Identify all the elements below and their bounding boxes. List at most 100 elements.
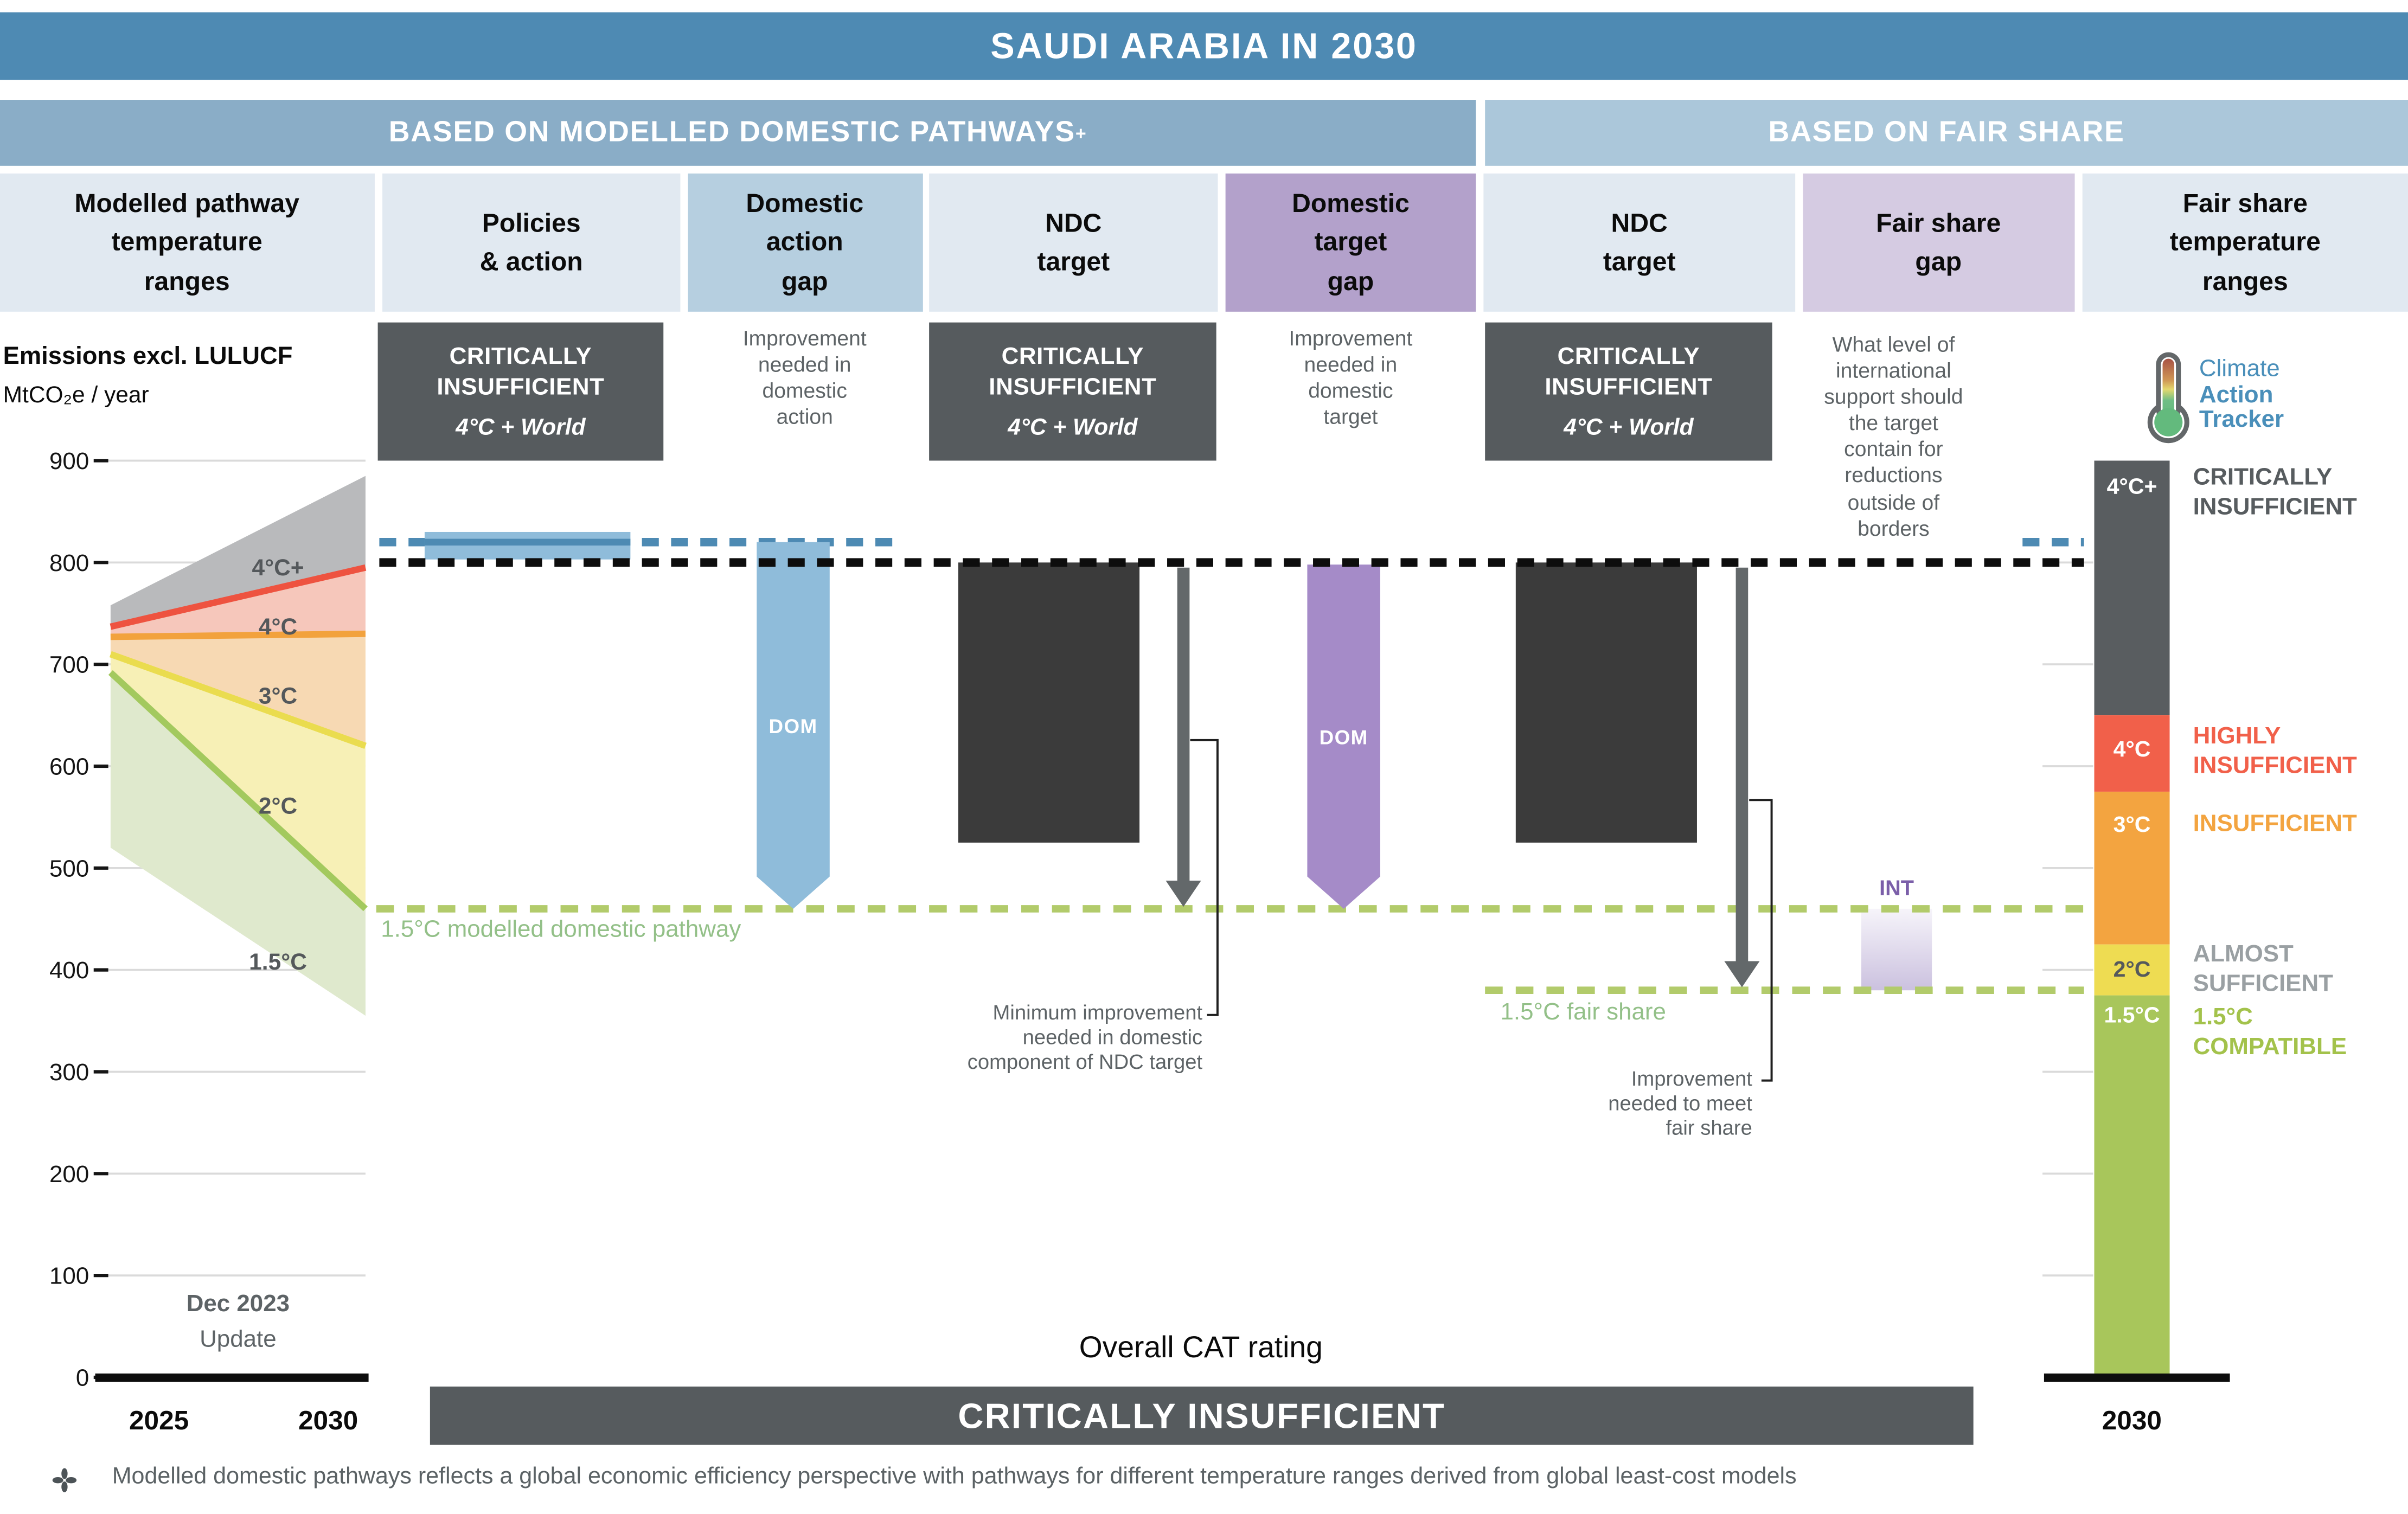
x-label-2025: 2025	[129, 1405, 189, 1435]
fan-label-4°C+: 4°C+	[252, 555, 304, 580]
scale-category-label: HIGHLY	[2193, 722, 2281, 749]
y-tick-label: 900	[49, 448, 89, 474]
y-tick-label: 300	[49, 1059, 89, 1086]
y-axis-units: MtCO₂e / year	[3, 382, 149, 409]
scale-segment-4°C+	[2094, 460, 2170, 716]
rating-world: 4°C + World	[456, 414, 586, 441]
y-axis-title: Emissions excl. LULUCF	[3, 344, 293, 370]
note-meet-fair-share: Improvement needed to meet fair share	[1608, 1067, 1752, 1140]
fan-line-c15	[108, 670, 368, 912]
scale-segment-4°C	[2094, 715, 2170, 792]
min-improvement-leader	[1190, 739, 1219, 1016]
scale-category-label: INSUFFICIENT	[2193, 810, 2357, 836]
int-support-box	[1861, 908, 1932, 991]
fan-band-3°C	[110, 633, 366, 746]
x-label-2030-bar: 2030	[2102, 1405, 2162, 1435]
scale-segment-label: 1.5°C	[2104, 1002, 2160, 1027]
x-axis-bar	[2044, 1373, 2230, 1382]
logo-word-climate: Climate	[2199, 356, 2280, 383]
rating-text: CRITICALLY INSUFFICIENT	[1545, 343, 1713, 401]
label-modelled-domestic-pathway: 1.5°C modelled domestic pathway	[381, 916, 741, 943]
domestic-target-gap-arrow-label: DOM	[1320, 727, 1368, 749]
col-fair-share-gap: Fair share gap	[1803, 173, 2074, 312]
scale-category-label: CRITICALLY	[2193, 464, 2333, 490]
section-modelled-domestic-pathways: BASED ON MODELLED DOMESTIC PATHWAYS +	[0, 100, 1476, 166]
rating-world: 4°C + World	[1008, 414, 1138, 441]
col-ndc-target-domestic: NDC target	[929, 173, 1218, 312]
logo-word-action: Action	[2199, 381, 2273, 408]
col-modelled-pathway-ranges: Modelled pathway temperature ranges	[0, 173, 374, 312]
note-fair-share-question: What level of international support shou…	[1824, 333, 1963, 540]
update-stamp: Dec 2023 Update	[131, 1287, 345, 1357]
scale-category-label: INSUFFICIENT	[2193, 493, 2357, 520]
section-fair-share: BASED ON FAIR SHARE	[1485, 100, 2408, 166]
policies-action-range	[424, 531, 631, 560]
update-word: Update	[200, 1326, 277, 1353]
ndc-improvement-arrow	[1165, 567, 1201, 907]
rating-badge-fair-share-ndc: CRITICALLY INSUFFICIENT 4°C + World	[1485, 322, 1772, 461]
footnote-text: Modelled domestic pathways reflects a gl…	[112, 1463, 1797, 1490]
rating-text: CRITICALLY INSUFFICIENT	[989, 343, 1157, 401]
col-domestic-target-gap: Domestic target gap	[1225, 173, 1476, 312]
scale-segment-1.5°C	[2094, 995, 2170, 1377]
fan-band-1.5°C	[110, 672, 366, 1016]
rating-badge-policies-action: CRITICALLY INSUFFICIENT 4°C + World	[377, 322, 664, 461]
overall-rating-badge: CRITICALLY INSUFFICIENT	[430, 1386, 1974, 1445]
y-tick-label: 200	[49, 1161, 89, 1188]
fan-band-4°C+	[110, 476, 366, 627]
scale-segment-label: 4°C+	[2107, 474, 2157, 499]
logo-word-tracker: Tracker	[2199, 407, 2284, 433]
fan-line-c3	[110, 630, 366, 640]
col-ndc-target-fair-share: NDC target	[1483, 173, 1796, 312]
scale-segment-label: 3°C	[2114, 812, 2151, 837]
y-tick-label: 500	[49, 855, 89, 882]
ndc-target-box	[958, 562, 1140, 843]
fan-label-3°C: 3°C	[259, 683, 297, 709]
policies-action-central	[424, 538, 631, 546]
domestic-target-gap-arrow	[1307, 564, 1380, 909]
note-min-improvement: Minimum improvement needed in domestic c…	[967, 1001, 1203, 1074]
scale-category-label: INSUFFICIENT	[2193, 752, 2357, 779]
fan-line-c2	[109, 651, 367, 749]
fan-label-1.5°C: 1.5°C	[249, 949, 307, 974]
scale-segment-3°C	[2094, 791, 2170, 945]
fan-line-c4	[110, 564, 367, 630]
y-tick-label: 0	[76, 1365, 89, 1391]
page-title: SAUDI ARABIA IN 2030	[0, 12, 2408, 80]
domestic-action-gap-arrow-label: DOM	[768, 715, 817, 737]
rating-badge-ndc-target: CRITICALLY INSUFFICIENT 4°C + World	[929, 322, 1216, 461]
fair-share-leader	[1749, 799, 1773, 1082]
col-fair-share-ranges: Fair share temperature ranges	[2082, 173, 2408, 312]
overall-rating-label: Overall CAT rating	[1079, 1331, 1323, 1365]
note-improvement-domestic-target: Improvement needed in domestic target	[1289, 327, 1413, 429]
footnote-cross-icon	[52, 1468, 77, 1492]
scale-category-label: COMPATIBLE	[2193, 1033, 2347, 1060]
col-policies-action: Policies & action	[382, 173, 681, 312]
scale-category-label: ALMOST	[2193, 940, 2294, 967]
y-tick-label: 400	[49, 957, 89, 984]
section-right-label: BASED ON FAIR SHARE	[1768, 116, 2125, 149]
label-fair-share-level: 1.5°C fair share	[1500, 999, 1666, 1026]
climate-action-tracker-logo: Climate Action Tracker	[2199, 356, 2284, 434]
rating-world: 4°C + World	[1564, 414, 1694, 441]
fan-band-2°C	[110, 654, 366, 909]
label-int-support: INT	[1879, 875, 1914, 900]
thermometer-icon	[2147, 352, 2189, 444]
fan-label-2°C: 2°C	[259, 793, 297, 818]
rating-text: CRITICALLY INSUFFICIENT	[437, 343, 605, 401]
x-label-2030: 2030	[298, 1405, 358, 1435]
fair-share-improvement-arrow	[1724, 567, 1760, 987]
y-tick-label: 700	[49, 652, 89, 678]
scale-segment-2°C	[2094, 944, 2170, 996]
fair-share-ndc-box	[1515, 562, 1697, 843]
scale-segment-label: 4°C	[2114, 736, 2151, 761]
y-tick-label: 600	[49, 754, 89, 780]
y-tick-label: 100	[49, 1263, 89, 1290]
col-domestic-action-gap: Domestic action gap	[687, 173, 923, 312]
scale-segment-label: 2°C	[2114, 957, 2151, 981]
note-improvement-domestic-action: Improvement needed in domestic action	[742, 327, 867, 429]
scale-category-label: 1.5°C	[2193, 1003, 2253, 1030]
section-left-label: BASED ON MODELLED DOMESTIC PATHWAYS	[388, 116, 1075, 149]
